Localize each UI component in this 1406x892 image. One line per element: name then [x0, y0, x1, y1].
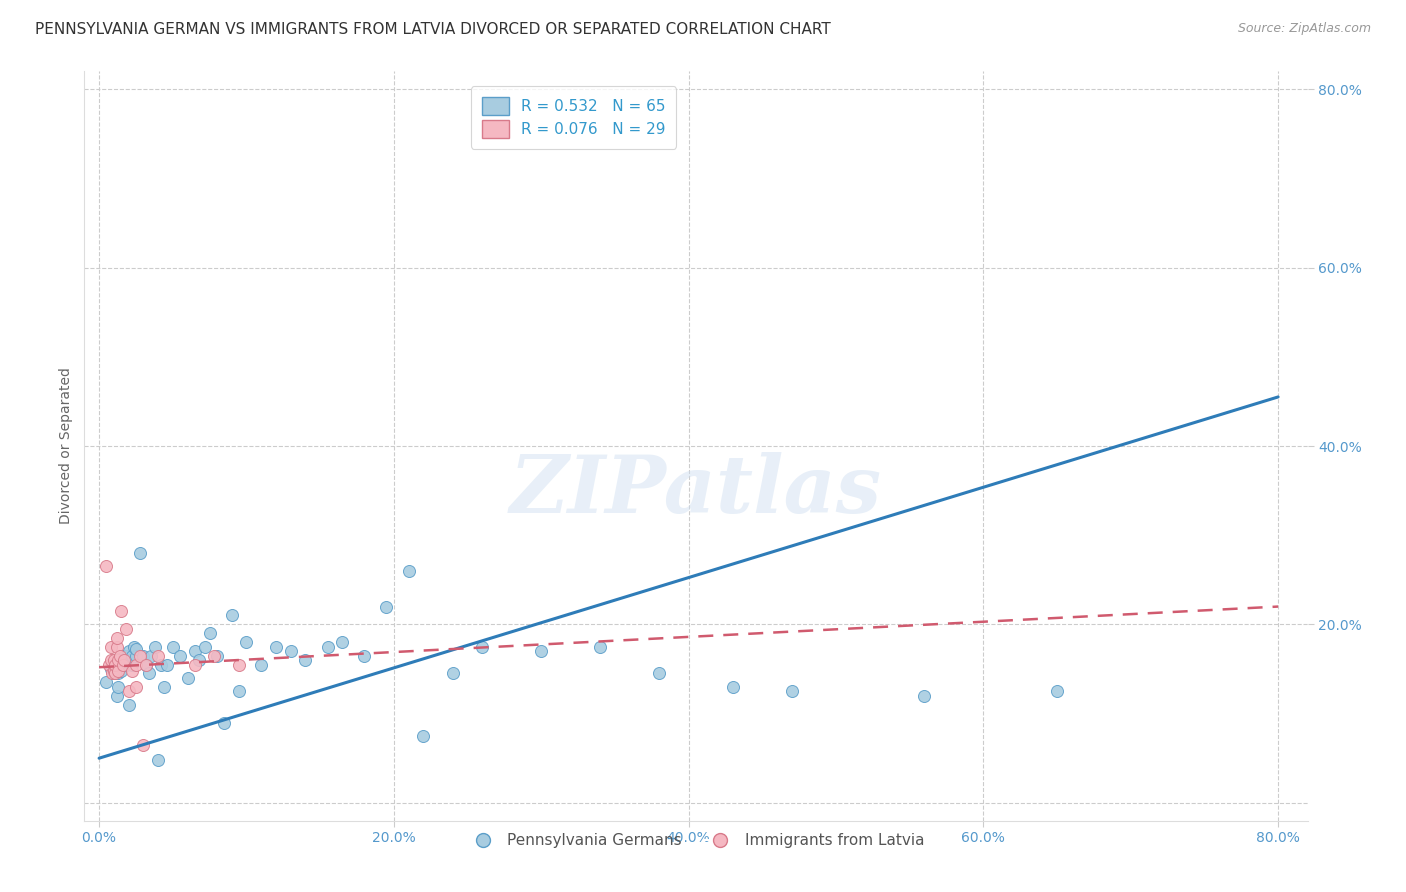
Point — [184, 657, 207, 672]
Point — [221, 608, 243, 623]
Point — [146, 648, 169, 663]
Point — [103, 657, 125, 672]
Point — [228, 684, 250, 698]
Point — [112, 648, 135, 663]
Point — [169, 648, 191, 663]
Point — [117, 698, 139, 712]
Point — [114, 622, 136, 636]
Point — [280, 644, 302, 658]
Point — [100, 662, 122, 676]
Point — [205, 648, 228, 663]
Text: ZIPatlas: ZIPatlas — [510, 452, 882, 530]
Point — [114, 657, 136, 672]
Point — [441, 666, 464, 681]
Point — [111, 657, 134, 672]
Point — [112, 653, 135, 667]
Point — [184, 644, 207, 658]
Point — [125, 657, 148, 672]
Point — [143, 640, 166, 654]
Point — [114, 653, 136, 667]
Point — [264, 640, 287, 654]
Point — [132, 738, 155, 752]
Point — [103, 653, 125, 667]
Point — [202, 648, 225, 663]
Point — [129, 648, 152, 663]
Point — [96, 559, 118, 574]
Point — [316, 640, 339, 654]
Point — [250, 657, 273, 672]
Y-axis label: Divorced or Separated: Divorced or Separated — [59, 368, 73, 524]
Point — [121, 664, 143, 678]
Point — [228, 657, 250, 672]
Text: PENNSYLVANIA GERMAN VS IMMIGRANTS FROM LATVIA DIVORCED OR SEPARATED CORRELATION : PENNSYLVANIA GERMAN VS IMMIGRANTS FROM L… — [35, 22, 831, 37]
Point — [108, 648, 131, 663]
Point — [121, 648, 143, 663]
Point — [118, 653, 141, 667]
Point — [912, 689, 935, 703]
Point — [398, 564, 420, 578]
Point — [101, 666, 124, 681]
Point — [156, 657, 179, 672]
Point — [124, 640, 146, 654]
Point — [294, 653, 316, 667]
Point — [198, 626, 221, 640]
Point — [98, 657, 121, 672]
Point — [105, 631, 128, 645]
Point — [153, 680, 176, 694]
Point — [375, 599, 398, 614]
Point — [214, 715, 236, 730]
Point — [104, 666, 127, 681]
Point — [110, 657, 132, 672]
Point — [530, 644, 553, 658]
Point — [648, 666, 671, 681]
Point — [107, 680, 129, 694]
Point — [117, 644, 139, 658]
Point — [115, 648, 138, 663]
Point — [589, 640, 612, 654]
Point — [107, 653, 129, 667]
Point — [129, 546, 152, 560]
Point — [353, 648, 375, 663]
Point — [103, 666, 125, 681]
Point — [188, 653, 211, 667]
Point — [110, 604, 132, 618]
Point — [135, 657, 157, 672]
Point — [235, 635, 257, 649]
Point — [330, 635, 353, 649]
Point — [104, 657, 127, 672]
Point — [111, 653, 134, 667]
Point — [107, 664, 129, 678]
Point — [100, 653, 122, 667]
Point — [125, 642, 148, 657]
Text: Source: ZipAtlas.com: Source: ZipAtlas.com — [1237, 22, 1371, 36]
Point — [132, 648, 155, 663]
Point — [135, 657, 157, 672]
Point — [1046, 684, 1069, 698]
Point — [121, 657, 143, 672]
Point — [117, 684, 139, 698]
Point — [139, 648, 162, 663]
Point — [194, 640, 217, 654]
Point — [471, 640, 494, 654]
Point — [721, 680, 744, 694]
Point — [138, 666, 160, 681]
Point — [103, 664, 125, 678]
Point — [780, 684, 803, 698]
Point — [110, 664, 132, 678]
Point — [162, 640, 184, 654]
Point — [150, 657, 173, 672]
Point — [108, 662, 131, 676]
Point — [100, 640, 122, 654]
Point — [111, 657, 134, 672]
Point — [412, 729, 434, 743]
Point — [105, 640, 128, 654]
Point — [125, 680, 148, 694]
Point — [96, 675, 118, 690]
Legend: Pennsylvania Germans, Immigrants from Latvia: Pennsylvania Germans, Immigrants from La… — [461, 827, 931, 855]
Point — [107, 666, 129, 681]
Point — [176, 671, 198, 685]
Point — [146, 753, 169, 767]
Point — [105, 689, 128, 703]
Point — [125, 648, 148, 663]
